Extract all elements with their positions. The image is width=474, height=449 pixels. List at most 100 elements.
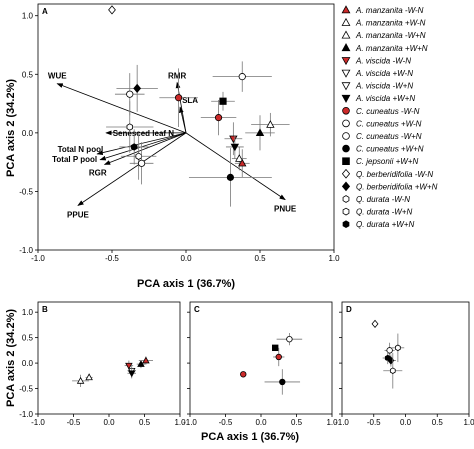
panel-c-xtick-label: -0.5 [219, 418, 233, 427]
point-a-viscida-w-n [127, 370, 136, 378]
vector-wue [56, 83, 187, 134]
legend-marker-c-jepsonii-w-n [342, 157, 350, 166]
y-axis-title-top: PCA axis 2 (34.2%) [5, 79, 17, 177]
vector-label-pnue: PNUE [274, 205, 297, 214]
panel-d-xtick-label: -0.5 [367, 418, 381, 427]
legend-label-c-cuneatus-w-n: C. cuneatus +W+N [356, 145, 424, 154]
legend-label-q-durata-w-n: Q. durata -W-N [356, 195, 410, 204]
vector-label-total-n-pool: Total N pool [58, 145, 104, 154]
panel-c-xtick-label: 0.5 [291, 418, 303, 427]
x-axis-title-bottom: PCA axis 1 (36.7%) [201, 431, 299, 443]
panel-b-frame [37, 301, 181, 415]
panel-a-ytick-label: -0.5 [19, 187, 33, 196]
vector-rgr [103, 132, 187, 165]
panel-d-xtick-label: 0.0 [400, 418, 412, 427]
panel-a-xtick-label: -0.5 [105, 254, 119, 263]
vector-ppue [77, 132, 187, 206]
panel-b-xtick-label: -1.0 [31, 418, 45, 427]
point-a-manzanita-w-n [255, 128, 265, 136]
vector-sla [178, 106, 187, 133]
point-a-manzanita-w-n [238, 158, 247, 167]
legend-marker-c-cuneatus-w-n [342, 132, 350, 140]
legend: A. manzanita -W-N A. manzanita +W-N A. man… [341, 5, 438, 229]
panel-a-xtick-label: 0.0 [180, 254, 192, 263]
legend-marker-a-manzanita-w-n [341, 43, 351, 52]
point-c-cuneatus-w-n [286, 335, 293, 343]
vector-label-rmr: RMR [168, 71, 186, 80]
legend-marker-a-manzanita-w-n [341, 17, 351, 26]
point-c-cuneatus-w-n [240, 371, 247, 378]
panel-b-xtick-label: 0.0 [103, 418, 115, 427]
panel-a-xtick-label: -1.0 [31, 254, 45, 263]
point-a-manzanita-w-n [76, 376, 85, 384]
legend-marker-a-manzanita-w-n [341, 30, 351, 39]
panel-a-xtick-label: 1.0 [328, 254, 340, 263]
vector-pnue [185, 132, 286, 201]
legend-label-a-viscida-w-n: A. viscida +W-N [355, 69, 413, 78]
point-q-berberidifolia-w-n [126, 90, 134, 98]
point-c-jepsonii-w-n [271, 344, 279, 352]
point-q-berberidifolia-w-n [133, 83, 142, 93]
panel-a-ytick-label: 0.5 [22, 70, 34, 79]
legend-label-q-durata-w-n: Q. durata +W+N [356, 220, 414, 229]
vector-label-total-p-pool: Total P pool [52, 155, 97, 164]
point-a-viscida-w-n [230, 143, 240, 152]
panel-b-ytick-label: 0.5 [22, 334, 34, 343]
point-q-durata-w-n [395, 344, 401, 352]
point-q-durata-w-n [126, 123, 133, 131]
point-q-durata-w-n [135, 152, 142, 160]
legend-label-q-berberidifolia-w-n: Q. berberidifolia -W-N [356, 170, 433, 179]
panel-d-xtick-label: -1.0 [335, 418, 349, 427]
panel-b-xtick-label: 0.5 [139, 418, 151, 427]
y-axis-title-bottom: PCA axis 2 (34.2%) [5, 309, 17, 407]
legend-marker-c-cuneatus-w-n [342, 107, 350, 115]
panel-b-ytick-label: 0.0 [22, 359, 34, 368]
legend-label-q-berberidifolia-w-n: Q. berberidifolia +W+N [356, 182, 438, 191]
x-axis-title-top: PCA axis 1 (36.7%) [137, 278, 235, 290]
legend-label-a-manzanita-w-n: A. manzanita +W+N [355, 44, 428, 53]
point-c-cuneatus-w-n [238, 73, 246, 81]
legend-label-a-viscida-w-n: A. viscida -W+N [355, 82, 413, 91]
panel-b-label: B [42, 305, 48, 314]
panel-a-ytick-label: -1.0 [19, 246, 33, 255]
panel-c-label: C [194, 305, 200, 314]
legend-marker-a-viscida-w-n [341, 82, 351, 91]
panel-a-plot-area: WUE RMR SLA Senesced leaf N Total N poolTota… [48, 5, 297, 219]
panel-b-ytick-label: 1.0 [22, 308, 34, 317]
legend-marker-q-berberidifolia-w-n [341, 168, 351, 179]
panel-c-xtick-label: 0.0 [255, 418, 267, 427]
vector-label-senesced-leaf-n: Senesced leaf N [113, 129, 175, 138]
panel-d-xtick-label: 0.5 [432, 418, 444, 427]
point-c-cuneatus-w-n [214, 114, 223, 122]
point-q-berberidifolia-w-n [108, 5, 116, 15]
point-c-cuneatus-w-n [279, 378, 286, 386]
point-c-cuneatus-w-n [226, 173, 234, 181]
legend-marker-q-durata-w-n [342, 220, 350, 229]
legend-label-c-cuneatus-w-n: C. cuneatus -W-N [356, 107, 420, 116]
legend-marker-a-viscida-w-n [341, 57, 351, 66]
point-q-berberidifolia-w-n [371, 319, 379, 329]
panel-b-ytick-label: -0.5 [19, 385, 33, 394]
panel-b-plot-area [72, 356, 154, 388]
point-a-viscida-w-n [229, 135, 238, 144]
vector-label-wue: WUE [48, 72, 67, 81]
axis-titles: PCA axis 1 (36.7%) PCA axis 2 (34.2%) PCA … [5, 79, 299, 443]
panel-a-label: A [42, 7, 48, 16]
point-c-jepsonii-w-n [219, 97, 227, 105]
panel-a-ytick-label: 0.0 [22, 129, 34, 138]
legend-marker-c-cuneatus-w-n [342, 119, 350, 128]
vector-label-ppue: PPUE [67, 210, 89, 219]
panel-b: B -1.0 -0.5 0.0 0.5 1.0 -1.0 -0.5 0.0 0.5 1.0 [19, 301, 186, 427]
legend-marker-q-berberidifolia-w-n [341, 181, 351, 192]
vector-total-p-pool [99, 132, 187, 161]
point-q-durata-w-n [138, 159, 146, 167]
legend-marker-a-viscida-w-n [341, 94, 351, 103]
legend-marker-a-manzanita-w-n [341, 5, 351, 14]
legend-label-a-viscida-w-n: A. viscida +W+N [355, 94, 415, 103]
legend-marker-q-durata-w-n [342, 207, 350, 216]
panel-d: D -1.0 -0.5 0.0 0.5 1.0 [335, 301, 474, 427]
vector-label-sla: SLA [182, 96, 198, 105]
panel-d-label: D [346, 305, 352, 314]
legend-label-a-manzanita-w-n: A. manzanita -W-N [355, 6, 424, 15]
